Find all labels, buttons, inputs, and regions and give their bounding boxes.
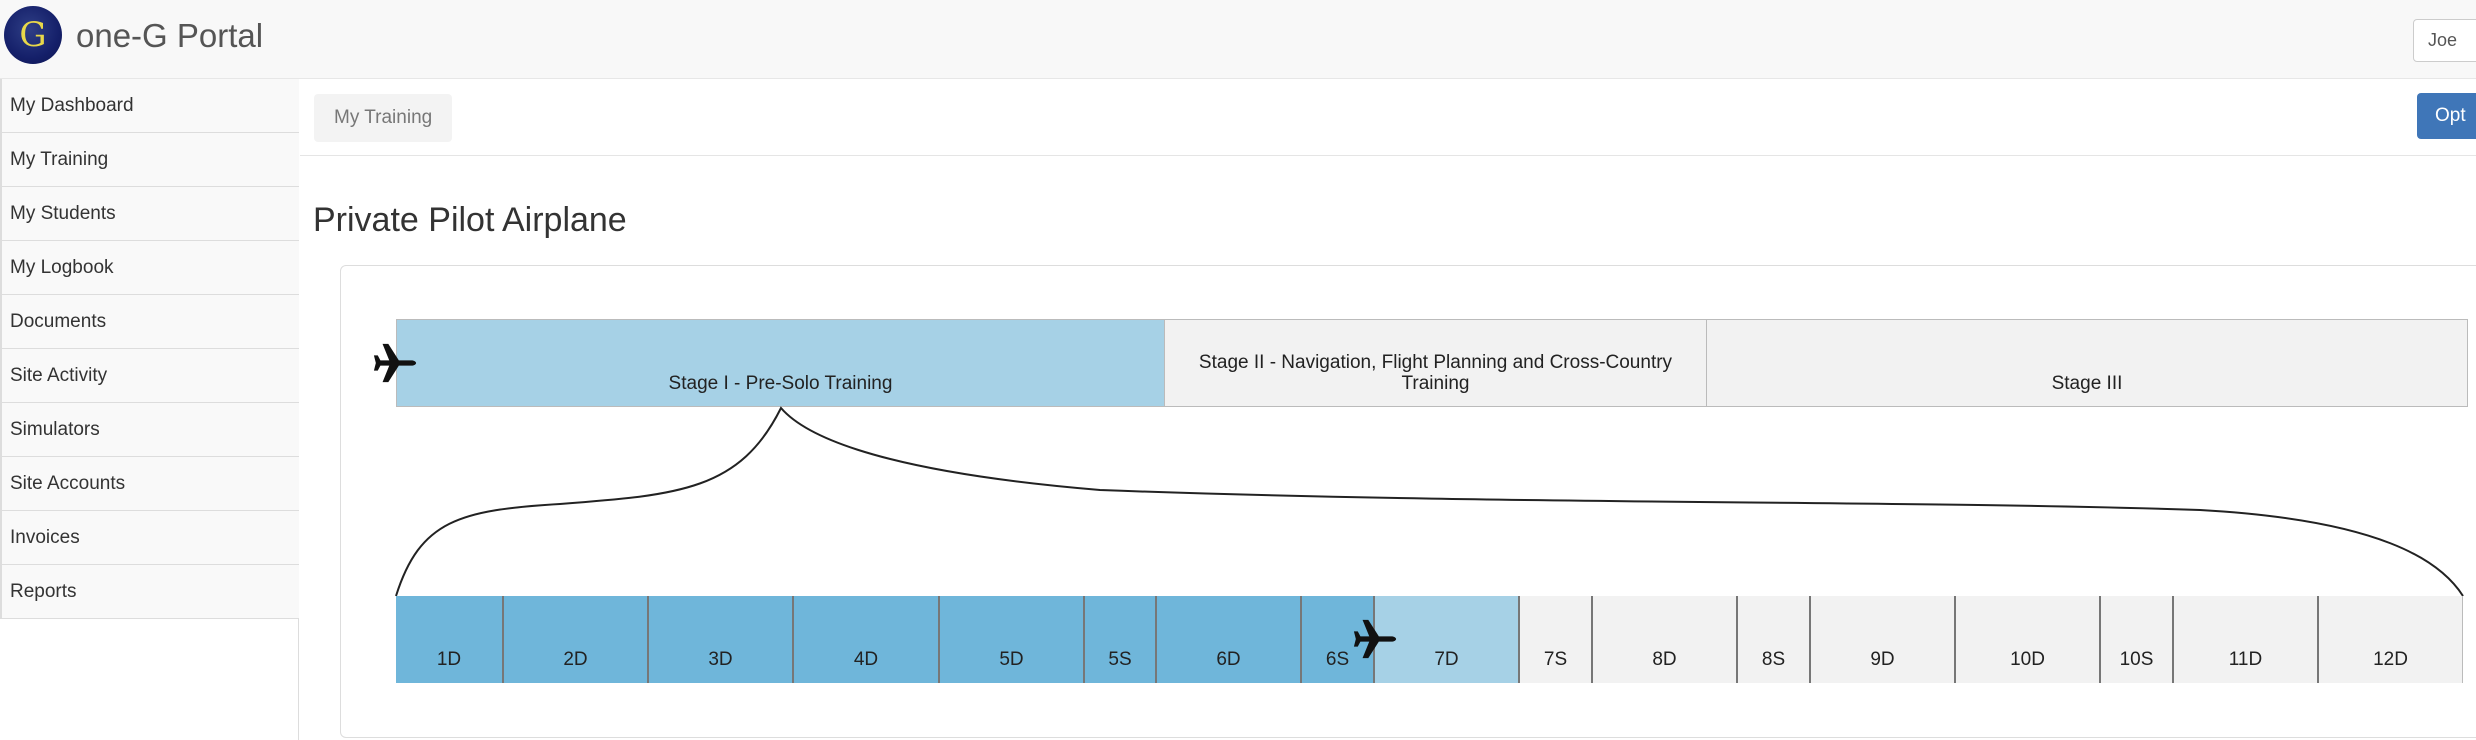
lesson-8s[interactable]: 8S <box>1738 596 1811 683</box>
sidebar-item-my-logbook[interactable]: My Logbook <box>0 241 299 295</box>
lesson-6d[interactable]: 6D <box>1157 596 1302 683</box>
lesson-1d[interactable]: 1D <box>396 596 504 683</box>
stage-2-label: Stage II - Navigation, Flight Planning a… <box>1198 352 1673 394</box>
lesson-7d[interactable]: 7D <box>1375 596 1520 683</box>
lesson-label: 7S <box>1543 649 1568 670</box>
breadcrumb-bar: My Training Opt <box>300 79 2476 156</box>
lesson-11d[interactable]: 11D <box>2174 596 2319 683</box>
lesson-label: 8S <box>1761 649 1786 670</box>
lesson-label: 3D <box>708 649 733 670</box>
lesson-5s[interactable]: 5S <box>1085 596 1157 683</box>
stage-2-bar[interactable]: Stage II - Navigation, Flight Planning a… <box>1164 319 1707 407</box>
stage-1-bar[interactable]: Stage I - Pre-Solo Training <box>396 319 1165 407</box>
lesson-label: 10S <box>2119 649 2154 670</box>
stage-1-label: Stage I - Pre-Solo Training <box>668 373 893 394</box>
lesson-label: 8D <box>1652 649 1677 670</box>
lesson-label: 11D <box>2228 649 2263 670</box>
lesson-10d[interactable]: 10D <box>1956 596 2101 683</box>
lesson-10s[interactable]: 10S <box>2101 596 2174 683</box>
lesson-label: 6D <box>1216 649 1241 670</box>
top-navbar: G one-G Portal Joe <box>0 0 2476 79</box>
stage-3-label: Stage III <box>2051 373 2123 394</box>
lesson-8d[interactable]: 8D <box>1593 596 1738 683</box>
lesson-7s[interactable]: 7S <box>1520 596 1593 683</box>
lesson-9d[interactable]: 9D <box>1811 596 1956 683</box>
sidebar-item-my-students[interactable]: My Students <box>0 187 299 241</box>
logo[interactable]: G <box>4 6 62 64</box>
breadcrumb[interactable]: My Training <box>314 94 453 142</box>
lesson-label: 9D <box>1870 649 1895 670</box>
lesson-label: 5S <box>1108 649 1132 670</box>
lesson-3d[interactable]: 3D <box>649 596 794 683</box>
sidebar-item-simulators[interactable]: Simulators <box>0 403 299 457</box>
lesson-label: 4D <box>853 649 879 670</box>
airplane-icon <box>373 343 417 383</box>
lesson-label: 1D <box>436 649 462 670</box>
user-menu-button[interactable]: Joe <box>2413 19 2476 62</box>
lesson-4d[interactable]: 4D <box>794 596 940 683</box>
lesson-label: 12D <box>2373 649 2408 670</box>
lesson-label: 6S <box>1325 649 1350 670</box>
sidebar-item-site-activity[interactable]: Site Activity <box>0 349 299 403</box>
sidebar: My Dashboard My Training My Students My … <box>0 79 299 740</box>
lesson-12d[interactable]: 12D <box>2319 596 2463 683</box>
lesson-label: 10D <box>2010 649 2045 670</box>
sidebar-item-reports[interactable]: Reports <box>0 565 299 619</box>
sidebar-item-documents[interactable]: Documents <box>0 295 299 349</box>
sidebar-item-my-training[interactable]: My Training <box>0 133 299 187</box>
lesson-label: 2D <box>563 649 588 670</box>
stage-3-bar[interactable]: Stage III <box>1706 319 2468 407</box>
sidebar-item-my-dashboard[interactable]: My Dashboard <box>0 79 299 133</box>
lesson-label: 7D <box>1434 649 1459 670</box>
lesson-2d[interactable]: 2D <box>504 596 649 683</box>
sidebar-item-site-accounts[interactable]: Site Accounts <box>0 457 299 511</box>
airplane-icon <box>1353 619 1397 659</box>
lesson-label: 5D <box>999 649 1024 670</box>
brand-title[interactable]: one-G Portal <box>76 17 264 54</box>
sidebar-item-invoices[interactable]: Invoices <box>0 511 299 565</box>
page-title: Private Pilot Airplane <box>313 201 627 239</box>
lesson-5d[interactable]: 5D <box>940 596 1085 683</box>
options-button[interactable]: Opt <box>2417 93 2476 139</box>
